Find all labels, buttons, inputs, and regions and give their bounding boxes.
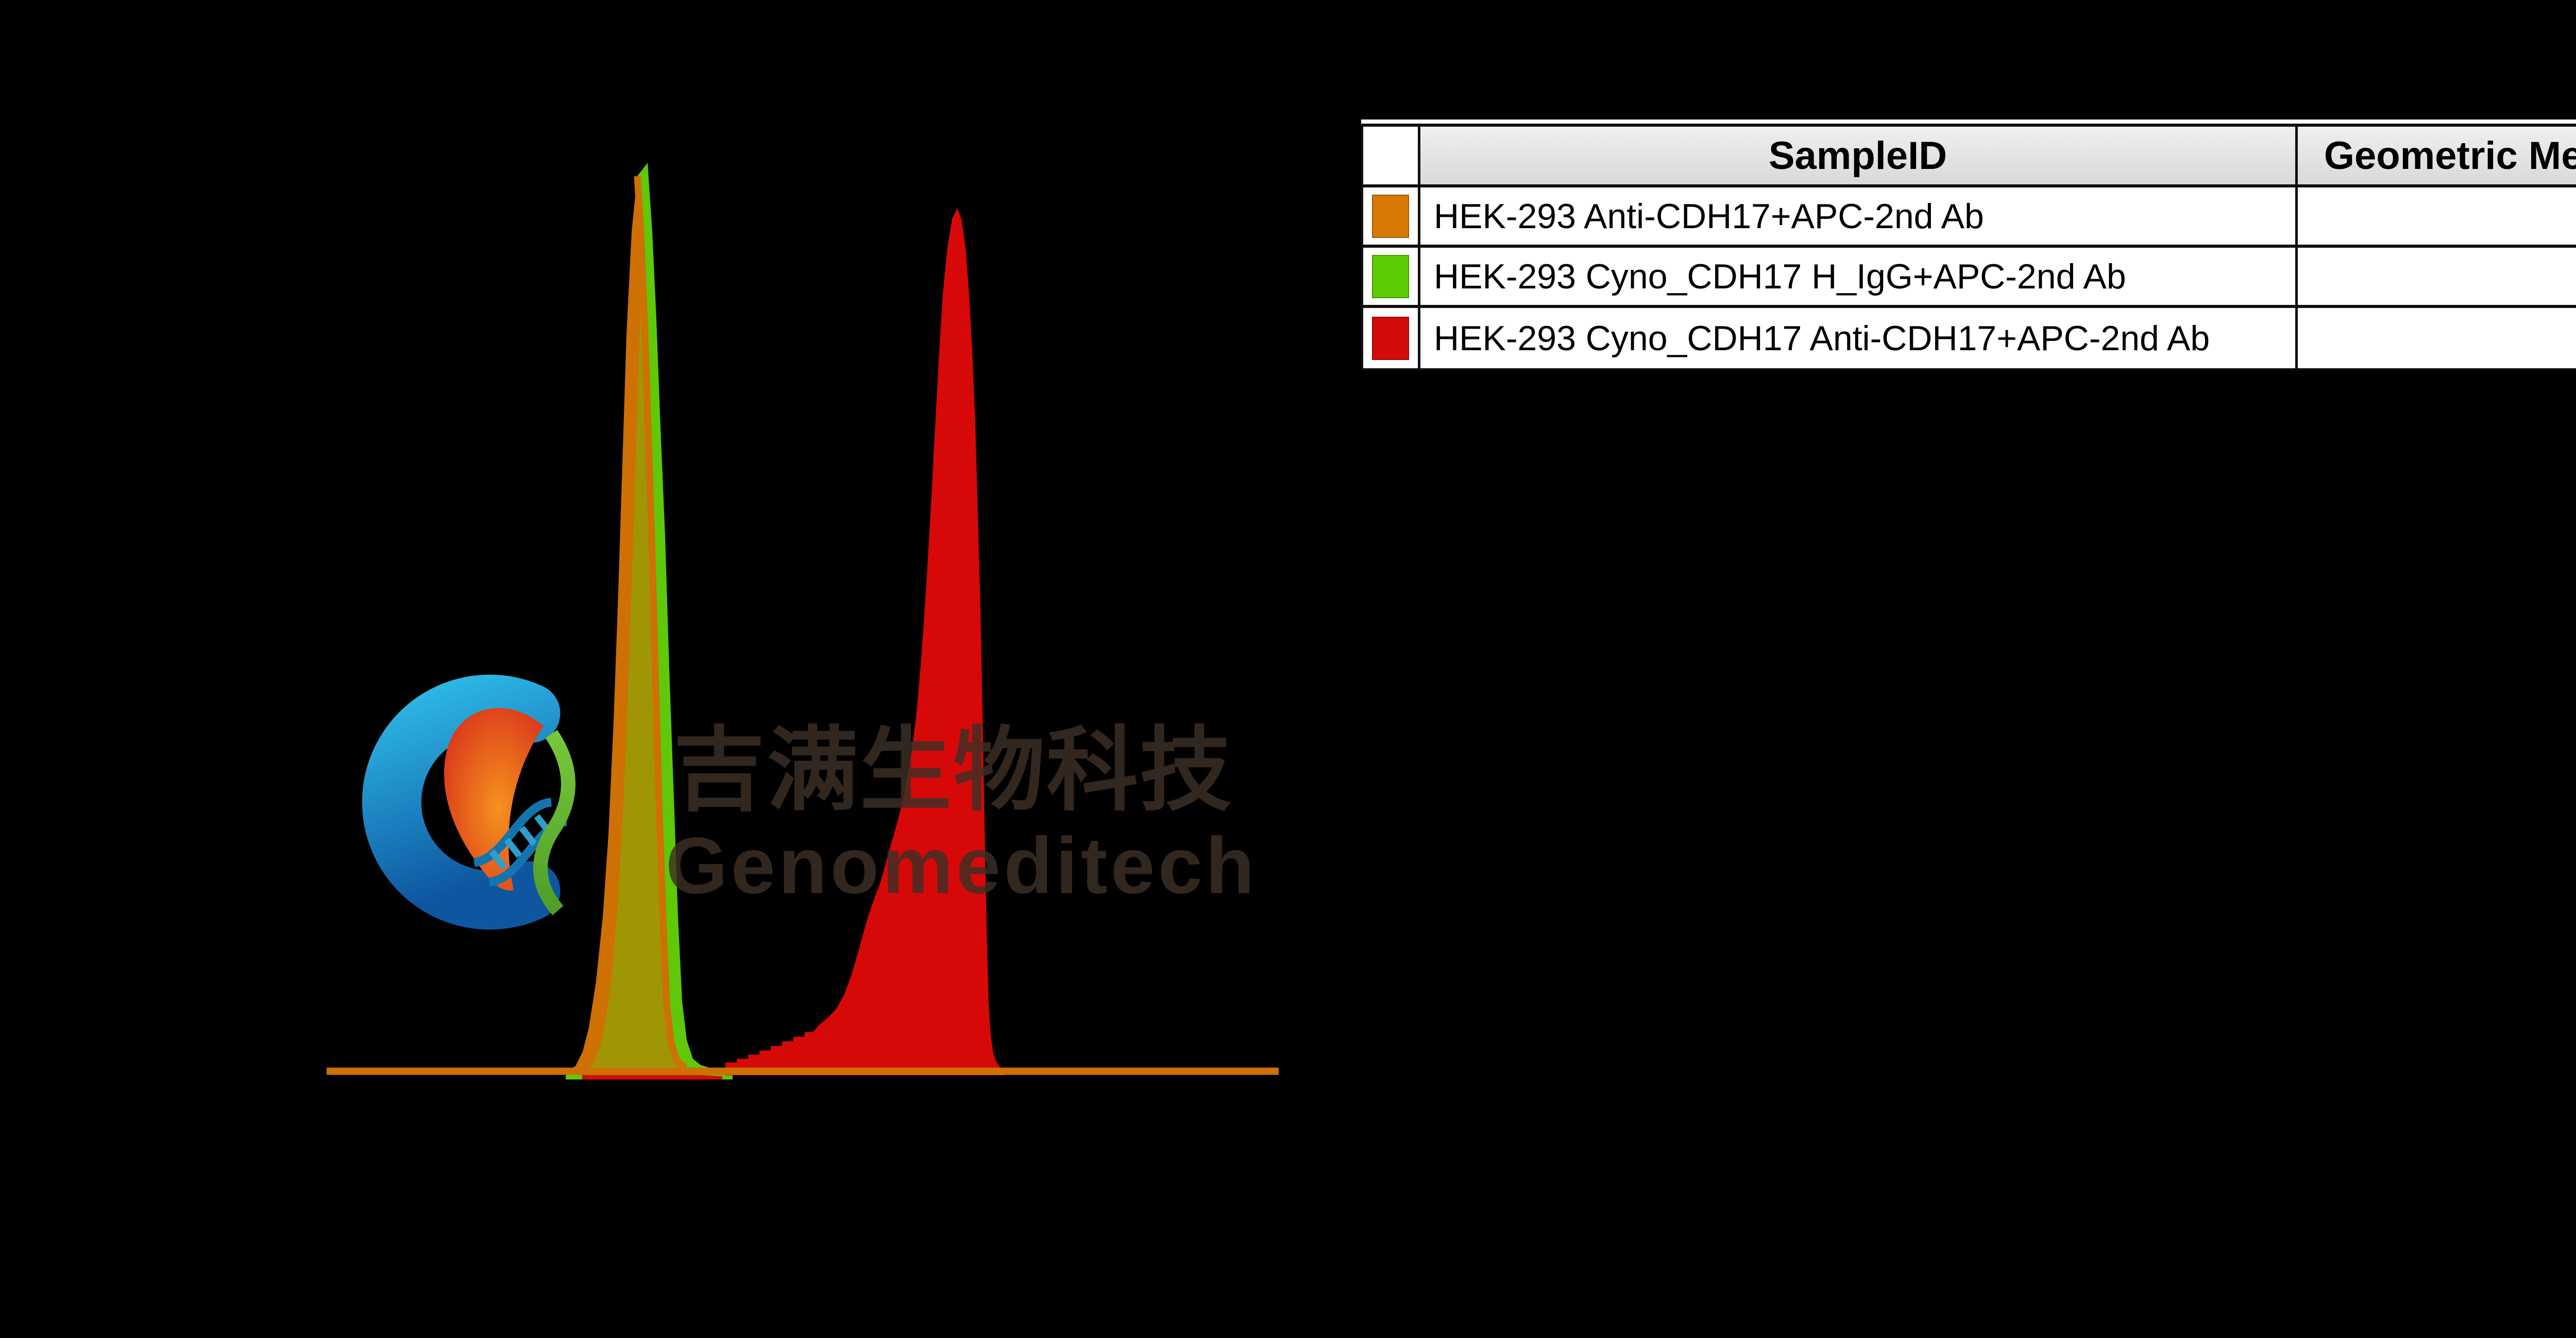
orange-right-edge bbox=[634, 176, 688, 1071]
red-histogram bbox=[725, 208, 1005, 1075]
results-table: SampleID Geometric Mean : FL11-H HEK-293… bbox=[1361, 119, 2576, 370]
table-row-sample-id: HEK-293 Cyno_CDH17 H_IgG+APC-2nd Ab bbox=[1420, 248, 2298, 308]
table-row-swatch-cell bbox=[1363, 308, 1420, 368]
series-color-swatch bbox=[1372, 194, 1409, 238]
green-histogram-visible-band bbox=[637, 163, 723, 1076]
genomeditech-logo-icon bbox=[362, 675, 575, 930]
table-row-swatch-cell bbox=[1363, 187, 1420, 248]
table-row-sample-id: HEK-293 Anti-CDH17+APC-2nd Ab bbox=[1420, 187, 2298, 248]
header-geometric-mean: Geometric Mean : FL11-H bbox=[2298, 127, 2576, 187]
logo-leaf bbox=[533, 730, 575, 916]
logo-flame bbox=[444, 708, 544, 891]
header-sample-id: SampleID bbox=[1420, 127, 2298, 187]
table-row-geometric-mean-value: 1.38E6 bbox=[2298, 308, 2576, 368]
flow-histogram-plot bbox=[327, 163, 1279, 1079]
table-row-sample-id: HEK-293 Cyno_CDH17 Anti-CDH17+APC-2nd Ab bbox=[1420, 308, 2298, 368]
series-color-swatch bbox=[1372, 316, 1409, 360]
series-color-swatch bbox=[1372, 254, 1409, 298]
table-row-geometric-mean-value: 1750 bbox=[2298, 248, 2576, 308]
logo-blue-swoosh bbox=[362, 675, 561, 930]
table-row-geometric-mean-value: 1395 bbox=[2298, 187, 2576, 248]
watermark-company-name-en: Genomeditech bbox=[666, 821, 1258, 910]
watermark-company-name-cn: 吉满生物科技 bbox=[673, 719, 1233, 821]
table-row-swatch-cell bbox=[1363, 248, 1420, 308]
header-swatch-column bbox=[1363, 127, 1420, 187]
